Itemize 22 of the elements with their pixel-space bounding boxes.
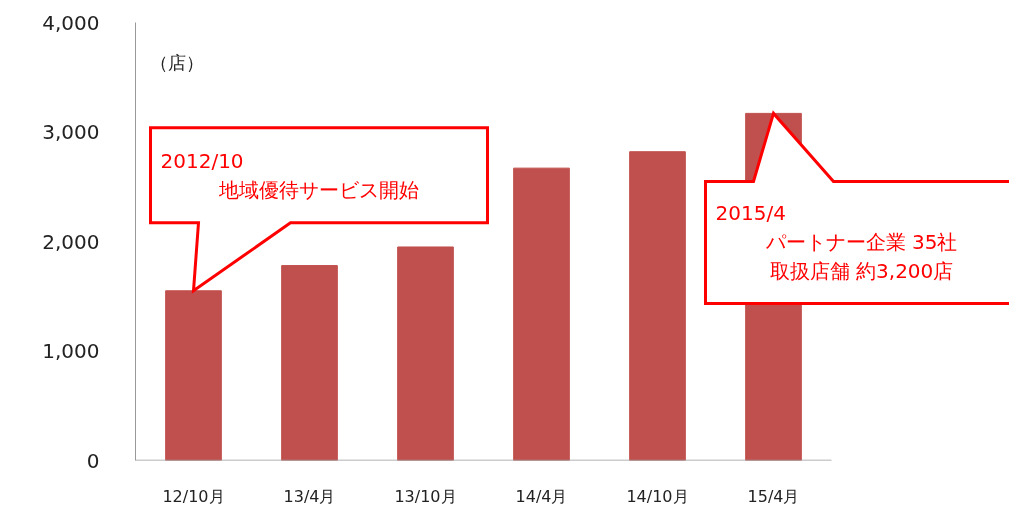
bar: [629, 151, 686, 461]
x-tick-label: 12/10月: [162, 486, 225, 506]
bar: [397, 246, 454, 461]
x-tick-label: 13/4月: [283, 486, 336, 506]
y-axis-title: （店）: [149, 52, 204, 73]
y-tick-label: 0: [86, 448, 100, 473]
bar: [165, 290, 222, 461]
x-tick-label: 14/4月: [515, 486, 568, 506]
annotation: 2012/10: [160, 148, 244, 173]
annotation: 2015/4: [715, 201, 786, 226]
y-tick-label: 1,000: [42, 339, 100, 363]
y-tick-label: 3,000: [42, 120, 100, 144]
annotation: 地域優待サービス開始: [218, 177, 419, 202]
annotation: パートナー企業 35社: [764, 230, 958, 255]
y-tick-label: 2,000: [42, 229, 100, 254]
x-tick-label: 13/10月: [394, 486, 457, 506]
bar: [281, 265, 338, 461]
bar: [513, 167, 570, 461]
x-tick-label: 14/10月: [626, 486, 689, 506]
y-tick-label: 4,000: [42, 10, 100, 35]
annotation: 取扱店舗 約3,200店: [769, 259, 954, 284]
x-tick-label: 15/4月: [747, 486, 800, 506]
